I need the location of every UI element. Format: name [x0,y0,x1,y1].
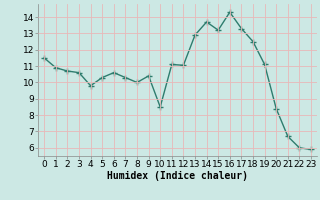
X-axis label: Humidex (Indice chaleur): Humidex (Indice chaleur) [107,171,248,181]
